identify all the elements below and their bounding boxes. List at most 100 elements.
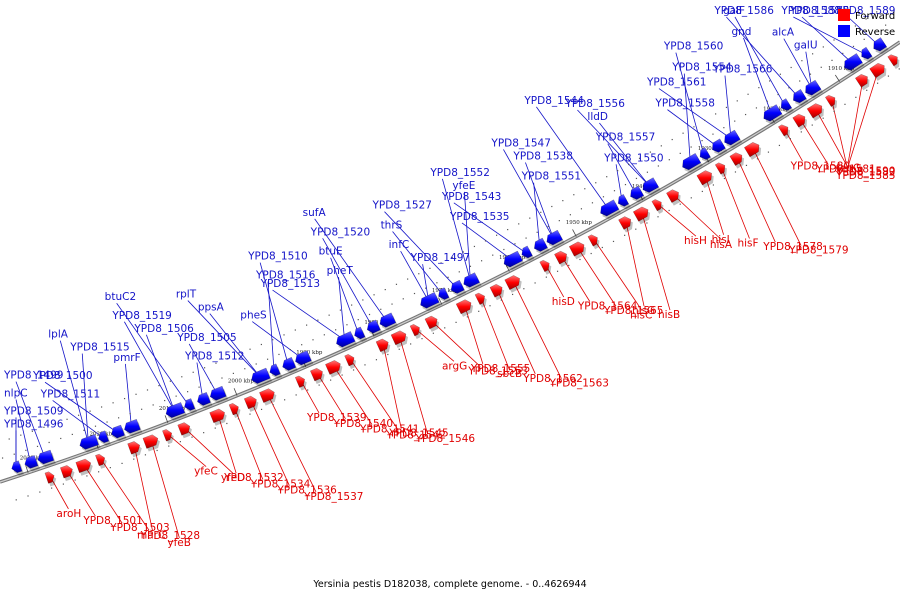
gene-label[interactable]: nlpC — [4, 388, 28, 400]
gene-label[interactable]: YPD8_1558 — [654, 98, 714, 110]
reverse-gene-arrow[interactable] — [165, 402, 187, 421]
forward-gene-arrow[interactable] — [489, 283, 505, 301]
gene-label[interactable]: yfeB — [167, 537, 191, 549]
gene-label[interactable]: hisB — [658, 309, 680, 321]
gene-label[interactable]: YPD8_1582 — [835, 167, 895, 179]
reverse-gene-arrow[interactable] — [450, 279, 467, 297]
forward-gene-arrow[interactable] — [792, 113, 807, 131]
forward-gene-arrow[interactable] — [127, 441, 142, 458]
gene-label[interactable]: YPD8_1501 — [82, 515, 142, 527]
gene-label[interactable]: yfeE — [452, 180, 475, 192]
forward-gene-arrow[interactable] — [806, 103, 824, 122]
forward-gene-arrow[interactable] — [390, 330, 408, 348]
forward-gene-arrow[interactable] — [455, 299, 474, 317]
gene-label[interactable]: YPD8_1519 — [111, 310, 171, 322]
reverse-gene-arrow[interactable] — [600, 199, 621, 220]
gene-label[interactable]: YPD8_1560 — [663, 41, 723, 53]
reverse-gene-arrow[interactable] — [209, 385, 229, 404]
gene-label[interactable]: YPD8_1543 — [441, 191, 501, 203]
forward-gene-arrow[interactable] — [554, 250, 569, 268]
gene-label[interactable]: YPD8_1516 — [255, 270, 316, 282]
forward-gene-arrow[interactable] — [162, 429, 174, 445]
gene-label[interactable]: YPD8_1509 — [3, 405, 63, 417]
gene-label[interactable]: YPD8_1528 — [140, 530, 200, 542]
forward-gene-arrow[interactable] — [409, 324, 422, 339]
forward-gene-arrow[interactable] — [177, 422, 192, 439]
reverse-gene-arrow[interactable] — [336, 331, 357, 351]
reverse-gene-arrow[interactable] — [251, 367, 273, 387]
gene-label[interactable]: YPD8_1555 — [470, 363, 530, 375]
gene-label[interactable]: YPD8_1540 — [333, 418, 393, 430]
reverse-gene-arrow[interactable] — [844, 53, 865, 74]
gene-label[interactable]: hisA — [710, 239, 733, 251]
gene-label[interactable]: rplT — [176, 289, 197, 301]
forward-gene-arrow[interactable] — [344, 354, 357, 369]
gene-label[interactable]: YPD8_1550 — [603, 152, 663, 164]
gene-label[interactable]: YPD8_1578 — [762, 241, 822, 253]
forward-gene-arrow[interactable] — [824, 94, 837, 110]
reverse-gene-arrow[interactable] — [763, 104, 784, 125]
gene-label[interactable]: YPD8_1552 — [429, 167, 489, 179]
gene-label[interactable]: pmrF — [113, 352, 140, 364]
reverse-gene-arrow[interactable] — [724, 129, 743, 149]
forward-gene-arrow[interactable] — [209, 408, 227, 426]
gene-label[interactable]: YPD8_1581 — [815, 164, 875, 176]
gene-label[interactable]: YPD8_1527 — [371, 200, 431, 212]
reverse-gene-arrow[interactable] — [712, 138, 728, 156]
gene-label[interactable]: hisI — [712, 234, 730, 246]
reverse-gene-arrow[interactable] — [861, 46, 875, 63]
gene-label[interactable]: YPD8_1557 — [595, 132, 655, 144]
gene-label[interactable]: YPD8_1551 — [521, 171, 581, 183]
gene-label[interactable]: hisH — [684, 235, 707, 247]
reverse-gene-arrow[interactable] — [282, 356, 298, 374]
gene-label[interactable]: YPD8_1566 — [712, 64, 773, 76]
reverse-gene-arrow[interactable] — [295, 350, 314, 368]
gene-label[interactable]: YPD8_1586 — [713, 5, 774, 17]
forward-gene-arrow[interactable] — [504, 275, 522, 293]
forward-gene-arrow[interactable] — [474, 292, 487, 308]
forward-gene-arrow[interactable] — [309, 367, 325, 384]
forward-gene-arrow[interactable] — [666, 189, 681, 206]
gene-label[interactable]: YPD8_1497 — [410, 252, 470, 264]
forward-gene-arrow[interactable] — [142, 434, 160, 452]
forward-gene-arrow[interactable] — [75, 458, 93, 476]
reverse-gene-arrow[interactable] — [546, 229, 565, 248]
reverse-gene-arrow[interactable] — [805, 79, 824, 99]
gene-label[interactable]: ppsA — [198, 302, 225, 314]
gene-label[interactable]: YPD8_1590 — [835, 165, 895, 177]
gene-label[interactable]: fepC — [836, 163, 860, 175]
gene-label[interactable]: marC — [137, 529, 165, 541]
forward-gene-arrow[interactable] — [869, 62, 887, 81]
forward-gene-arrow[interactable] — [95, 453, 107, 469]
gene-label[interactable]: hisF — [737, 237, 758, 249]
gene-label[interactable]: btuC2 — [105, 291, 136, 303]
forward-gene-arrow[interactable] — [539, 259, 552, 275]
gene-label[interactable]: yfeD — [221, 472, 245, 484]
forward-gene-arrow[interactable] — [294, 375, 307, 391]
forward-gene-arrow[interactable] — [568, 241, 587, 260]
forward-gene-arrow[interactable] — [228, 403, 241, 418]
gene-label[interactable]: YPD8_1520 — [310, 226, 370, 238]
reverse-gene-arrow[interactable] — [463, 272, 482, 291]
reverse-gene-arrow[interactable] — [793, 88, 809, 106]
gene-label[interactable]: YPD8_1534 — [250, 478, 311, 490]
reverse-gene-arrow[interactable] — [354, 326, 368, 342]
reverse-gene-arrow[interactable] — [780, 98, 794, 114]
forward-gene-arrow[interactable] — [44, 471, 57, 487]
gene-label[interactable]: YPD8_1562 — [522, 373, 582, 385]
forward-gene-arrow[interactable] — [714, 162, 727, 178]
gene-label[interactable]: YPD8_1513 — [260, 278, 320, 290]
gene-label[interactable]: hisG — [632, 305, 655, 317]
forward-gene-arrow[interactable] — [259, 388, 277, 406]
gene-label[interactable]: YPD8_1544 — [523, 95, 584, 107]
gene-label[interactable]: YPD8_1537 — [303, 491, 363, 503]
forward-gene-arrow[interactable] — [729, 152, 744, 169]
reverse-gene-arrow[interactable] — [521, 245, 535, 261]
forward-gene-arrow[interactable] — [325, 360, 343, 378]
gene-label[interactable]: pheS — [240, 310, 267, 322]
reverse-gene-arrow[interactable] — [699, 147, 713, 163]
reverse-gene-arrow[interactable] — [630, 185, 646, 203]
gene-label[interactable]: YPD8_1556 — [564, 98, 625, 110]
reverse-gene-arrow[interactable] — [269, 363, 283, 379]
gene-label[interactable]: YPD8_1547 — [490, 137, 550, 149]
